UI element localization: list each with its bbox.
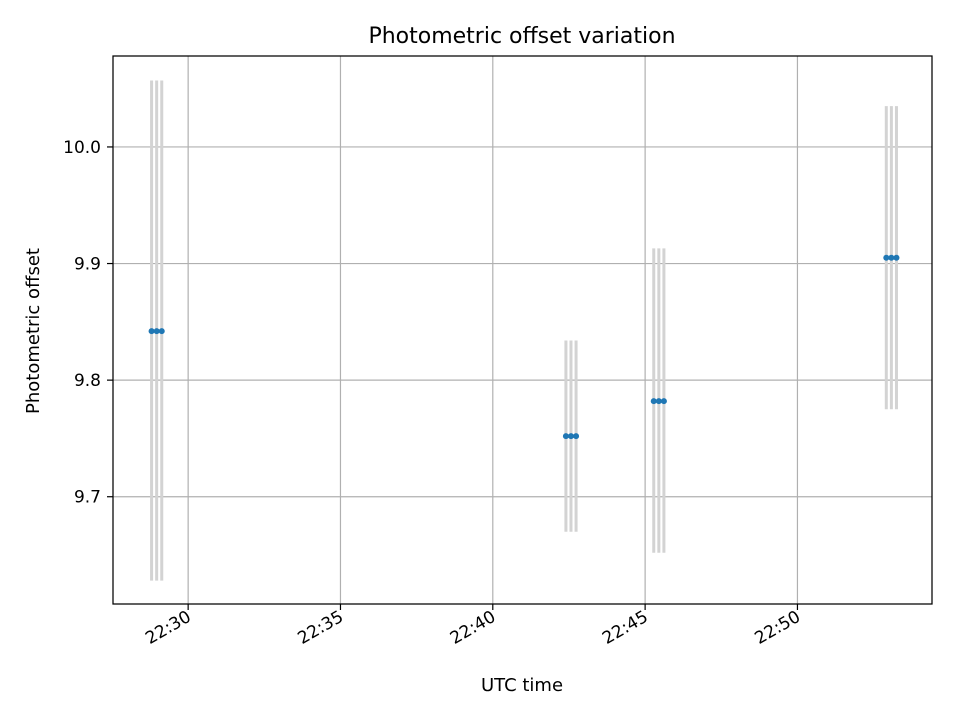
y-tick-label: 9.8	[74, 371, 101, 391]
chart-title: Photometric offset variation	[368, 24, 675, 49]
data-point	[888, 254, 895, 261]
y-tick-label: 9.7	[74, 488, 101, 508]
data-point	[158, 328, 165, 335]
data-point	[573, 433, 580, 440]
x-axis-label: UTC time	[481, 675, 563, 696]
data-point	[148, 328, 155, 335]
plot-frame	[112, 55, 933, 605]
data-point	[650, 398, 657, 405]
grid-lines	[113, 56, 932, 604]
data-point	[153, 328, 160, 335]
data-point	[893, 254, 900, 261]
y-axis-label: Photometric offset	[23, 248, 44, 414]
y-tick-label: 9.9	[74, 255, 101, 275]
data-point	[660, 398, 667, 405]
y-axis-ticks: 9.7 9.8 9.9 10.0	[63, 138, 113, 508]
data-point	[655, 398, 662, 405]
data-point	[883, 254, 890, 261]
data-point	[567, 433, 574, 440]
y-tick-label: 10.0	[63, 138, 101, 158]
data-points	[148, 254, 900, 440]
data-point	[562, 433, 569, 440]
